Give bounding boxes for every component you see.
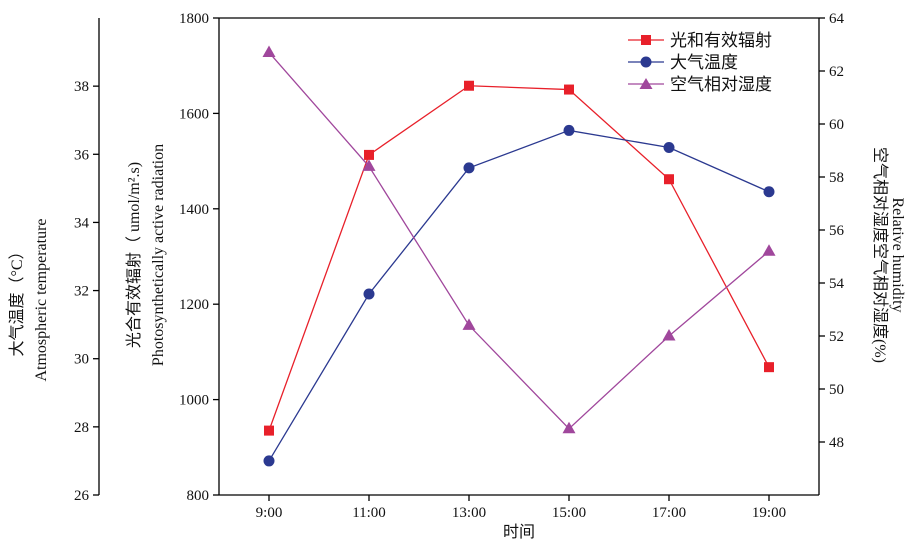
legend-marker-humidity bbox=[639, 78, 653, 89]
temperature-tick-label: 36 bbox=[74, 147, 90, 163]
data-point-radiation bbox=[364, 149, 374, 160]
x-tick-label: 17:00 bbox=[652, 505, 686, 521]
temperature-tick-label: 38 bbox=[74, 79, 89, 95]
legend: 光和有效辐射 大气温度 空气相对湿度 bbox=[628, 31, 772, 95]
legend-marker-temperature bbox=[640, 56, 652, 68]
radiation-tick-label: 800 bbox=[187, 488, 210, 504]
humidity-tick-label: 50 bbox=[829, 382, 844, 398]
legend-label-radiation: 光和有效辐射 bbox=[670, 31, 772, 51]
data-point-humidity bbox=[562, 421, 576, 434]
data-point-radiation bbox=[664, 174, 674, 185]
humidity-tick-label: 60 bbox=[829, 117, 844, 133]
data-point-radiation bbox=[764, 362, 774, 373]
x-tick-label: 9:00 bbox=[256, 505, 283, 521]
legend-marker-radiation bbox=[641, 35, 651, 45]
series-layer bbox=[262, 45, 776, 467]
radiation-tick-label: 1800 bbox=[179, 11, 209, 27]
radiation-axis-title-cn: 光合有效辐射（ umol/m².s) bbox=[125, 162, 143, 348]
data-point-radiation bbox=[564, 84, 574, 95]
data-point-temperature bbox=[363, 288, 375, 300]
humidity-tick-label: 64 bbox=[829, 11, 845, 27]
data-point-temperature bbox=[563, 124, 575, 136]
temperature-tick-label: 26 bbox=[74, 488, 90, 504]
humidity-tick-label: 62 bbox=[829, 64, 844, 80]
axis-ticks: 26 28 30 32 34 36 38 800 1000 1200 1400 1600 1800 48 5… bbox=[74, 11, 845, 521]
radiation-tick-label: 1600 bbox=[179, 106, 209, 122]
temperature-tick-label: 34 bbox=[74, 215, 90, 231]
radiation-tick-label: 1000 bbox=[179, 393, 209, 409]
legend-label-humidity: 空气相对湿度 bbox=[670, 75, 772, 95]
x-tick-label: 13:00 bbox=[452, 505, 486, 521]
temperature-axis-title-cn: 大气温度（°C） bbox=[8, 243, 26, 356]
data-point-humidity bbox=[662, 329, 676, 341]
humidity-tick-label: 56 bbox=[829, 223, 845, 239]
humidity-tick-label: 48 bbox=[829, 435, 844, 451]
x-tick-label: 11:00 bbox=[352, 505, 386, 521]
humidity-tick-label: 58 bbox=[829, 170, 844, 186]
data-point-humidity bbox=[262, 45, 276, 57]
data-point-temperature bbox=[663, 141, 675, 153]
data-point-humidity bbox=[362, 159, 376, 171]
humidity-tick-label: 52 bbox=[829, 329, 844, 345]
humidity-tick-label: 54 bbox=[829, 276, 845, 292]
radiation-tick-label: 1200 bbox=[179, 297, 209, 313]
data-point-humidity bbox=[462, 318, 476, 330]
data-point-temperature bbox=[263, 455, 275, 467]
x-tick-label: 19:00 bbox=[752, 505, 786, 521]
temperature-tick-label: 30 bbox=[74, 352, 89, 368]
series-line-radiation bbox=[268, 85, 770, 431]
data-point-radiation bbox=[264, 425, 274, 436]
data-point-temperature bbox=[463, 162, 475, 174]
humidity-axis-title-cn: 空气相对湿度空气相对湿度(%) bbox=[871, 147, 889, 363]
legend-label-temperature: 大气温度 bbox=[670, 53, 738, 73]
data-point-humidity bbox=[762, 244, 776, 256]
radiation-tick-label: 1400 bbox=[179, 202, 209, 218]
x-tick-label: 15:00 bbox=[552, 505, 586, 521]
humidity-axis-title-en: Relative humidity bbox=[889, 197, 906, 312]
x-axis-title: 时间 bbox=[503, 523, 535, 541]
data-point-temperature bbox=[763, 186, 775, 198]
temperature-tick-label: 32 bbox=[74, 284, 89, 300]
radiation-axis-title-en: Photosynthetically active radiation bbox=[150, 144, 167, 366]
temperature-axis-title-en: Atmospheric temperature bbox=[33, 218, 50, 381]
series-line-humidity bbox=[268, 52, 770, 430]
temperature-tick-label: 28 bbox=[74, 420, 89, 436]
data-point-radiation bbox=[464, 80, 474, 91]
series-line-temperature bbox=[268, 129, 770, 462]
